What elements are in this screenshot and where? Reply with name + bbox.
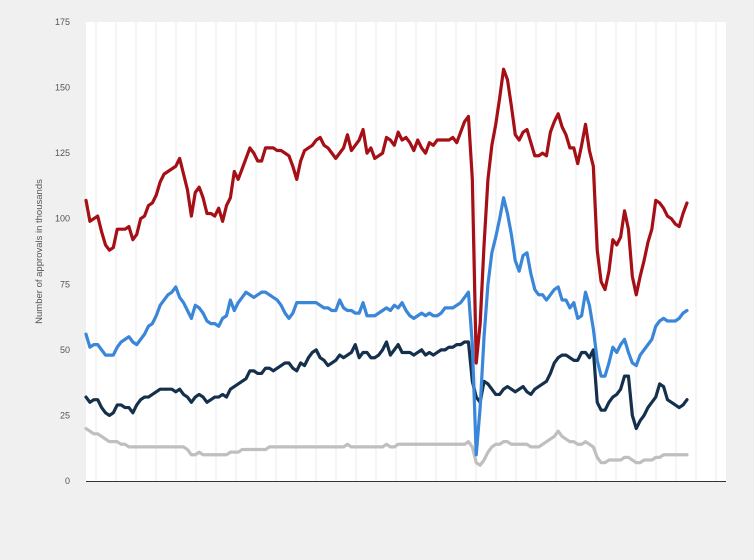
y-tick-label: 150 (55, 83, 70, 93)
y-tick-label: 125 (55, 148, 70, 158)
series-line-1 (84, 196, 689, 457)
series-line-0 (84, 67, 689, 365)
y-tick-label: 50 (60, 345, 70, 355)
y-tick-label: 0 (65, 476, 70, 486)
series-line-3 (84, 426, 689, 467)
y-axis-label: Number of approvals in thousands (34, 179, 45, 324)
series-line-2 (84, 340, 689, 431)
y-axis-ticks: 0 25 50 75 100 125 150 175 (55, 17, 70, 486)
y-tick-label: 100 (55, 214, 70, 224)
y-tick-label: 175 (55, 17, 70, 27)
series-lines (84, 67, 689, 467)
y-tick-label: 25 (60, 410, 70, 420)
y-tick-label: 75 (60, 279, 70, 289)
plot-background (86, 22, 726, 481)
